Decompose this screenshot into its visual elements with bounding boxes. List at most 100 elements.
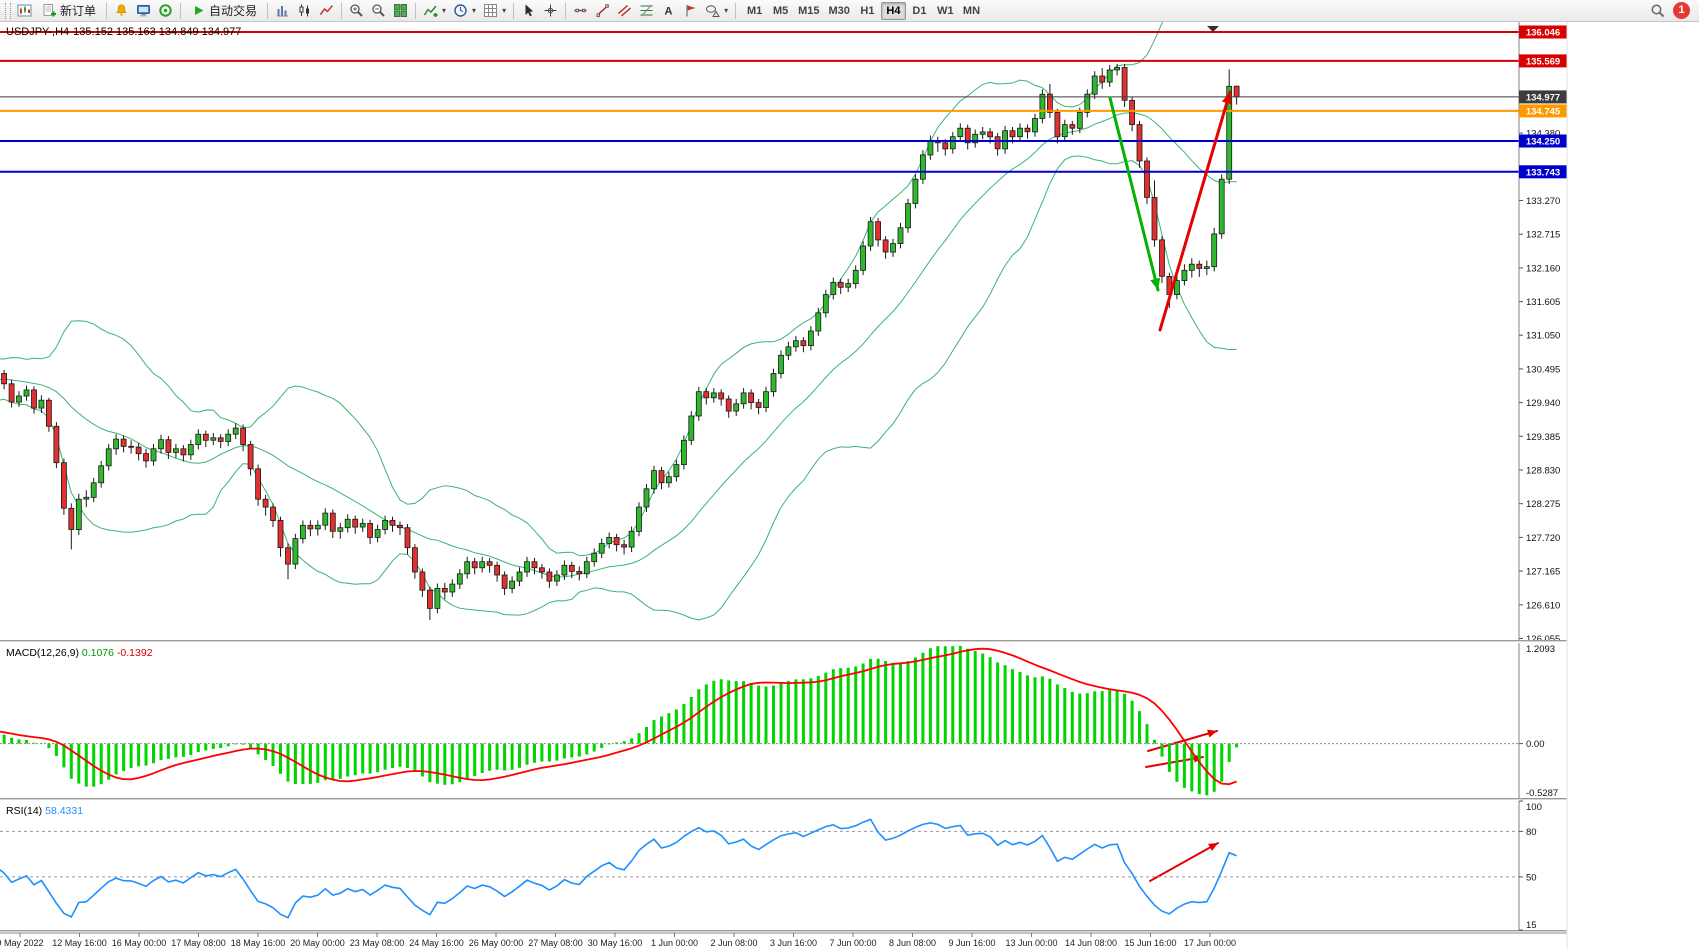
green-down-arrow[interactable] — [1108, 96, 1161, 292]
time-tick-label: 30 May 16:00 — [588, 938, 643, 948]
price-tick-label: 127.720 — [1526, 533, 1560, 544]
new-order-label: 新订单 — [60, 4, 97, 18]
chevron-down-icon: ▾ — [442, 6, 447, 15]
price-tick-label: 128.830 — [1526, 466, 1560, 477]
timeframe-button-h1[interactable]: H1 — [855, 2, 880, 20]
zoom-in-button[interactable] — [346, 1, 367, 20]
text-tool-button[interactable]: A — [658, 1, 679, 20]
alerts-button[interactable] — [111, 1, 132, 20]
rsi-tick-label: 100 — [1526, 802, 1542, 813]
new-chart-icon — [17, 4, 32, 17]
chevron-down-icon: ▾ — [502, 6, 507, 15]
toolbar-separator — [735, 2, 737, 19]
time-tick-label: 17 May 08:00 — [171, 938, 226, 948]
fibonacci-tool-button[interactable] — [636, 1, 657, 20]
time-tick-label: 7 Jun 00:00 — [829, 938, 876, 948]
indicators-button[interactable]: ▾ — [420, 1, 449, 20]
time-tick-label: 17 Jun 00:00 — [1184, 938, 1236, 948]
macd-axis-min: -0.5287 — [1526, 788, 1558, 799]
time-tick-label: 8 Jun 08:00 — [889, 938, 936, 948]
price-tag: 133.743 — [1519, 165, 1567, 179]
time-tick-label: 9 Jun 16:00 — [948, 938, 995, 948]
timeframe-button-m30[interactable]: M30 — [825, 2, 854, 20]
time-tick-label: 13 Jun 00:00 — [1005, 938, 1057, 948]
macd-signal-line — [0, 647, 1237, 786]
toolbar-grip[interactable] — [5, 2, 11, 19]
bar-chart-button[interactable] — [272, 1, 293, 20]
new-chart-button[interactable] — [14, 1, 35, 20]
price-tick-label: 126.055 — [1526, 634, 1560, 645]
timeframe-button-h4[interactable]: H4 — [880, 1, 906, 20]
auto-trading-button[interactable]: 自动交易 — [185, 1, 263, 20]
flag-icon — [686, 5, 696, 17]
timeframe-button-d1[interactable]: D1 — [907, 2, 932, 20]
trendline-tool-button[interactable] — [592, 1, 613, 20]
bollinger-bands — [0, 22, 1237, 621]
price-tag: 135.569 — [1519, 54, 1567, 67]
candlestick-button[interactable] — [294, 1, 315, 20]
time-tick-label: 20 May 00:00 — [290, 938, 345, 948]
macd-red-arrow-1[interactable] — [1147, 729, 1218, 752]
price-tick-label: 132.715 — [1526, 230, 1560, 241]
price-tick-label: 133.270 — [1526, 196, 1560, 207]
template-icon — [484, 4, 498, 17]
price-tag: 134.745 — [1519, 104, 1567, 117]
indicators-icon — [423, 5, 438, 17]
macd-axis-zero: 0.00 — [1526, 739, 1545, 750]
price-tick-label: 129.385 — [1526, 432, 1560, 443]
chart-title: USDJPY-,H4 135.152 135.163 134.849 134.97… — [6, 26, 245, 38]
notification-badge[interactable]: 1 — [1673, 2, 1690, 19]
panel-splitter[interactable] — [0, 798, 1567, 801]
crosshair-button[interactable] — [540, 1, 561, 20]
new-order-button[interactable]: 新订单 — [36, 1, 102, 20]
cursor-button[interactable] — [518, 1, 539, 20]
panel-splitter[interactable] — [0, 640, 1567, 643]
svg-text:134.250: 134.250 — [1526, 136, 1560, 147]
rsi-red-arrow[interactable] — [1149, 842, 1219, 882]
timeframe-group: M1 M5 M15 M30 H1 H4 D1 W1 MN — [742, 1, 984, 20]
rsi-line — [0, 818, 1237, 919]
community-button[interactable] — [155, 1, 176, 20]
zoom-out-button[interactable] — [368, 1, 389, 20]
timeframe-button-m1[interactable]: M1 — [742, 2, 767, 20]
label-tool-button[interactable] — [680, 1, 701, 20]
chevron-down-icon: ▾ — [724, 6, 729, 15]
svg-text:134.977: 134.977 — [1526, 92, 1560, 103]
rsi-value: 58.4331 — [45, 805, 84, 817]
panel-splitter[interactable] — [0, 930, 1567, 933]
toolbar-separator — [565, 2, 567, 19]
toolbar-separator — [341, 2, 343, 19]
bar-chart-icon — [277, 6, 289, 17]
timeframe-button-w1[interactable]: W1 — [933, 2, 958, 20]
crosshair-icon — [544, 4, 557, 17]
price-tick-label: 127.165 — [1526, 567, 1560, 578]
periods-button[interactable]: ▾ — [450, 1, 479, 20]
time-tick-label: 24 May 16:00 — [409, 938, 464, 948]
shapes-tool-button[interactable]: ▾ — [702, 1, 731, 20]
red-up-arrow[interactable] — [1158, 90, 1232, 332]
toolbar-separator — [106, 2, 108, 19]
timeframe-button-m15[interactable]: M15 — [794, 2, 823, 20]
play-icon — [195, 6, 204, 15]
market-watch-button[interactable] — [133, 1, 154, 20]
line-chart-button[interactable] — [316, 1, 337, 20]
new-order-icon — [43, 4, 56, 17]
channel-tool-button[interactable] — [614, 1, 635, 20]
macd-signal-value: -0.1392 — [116, 647, 153, 659]
macd-histogram — [2, 645, 1239, 796]
timeframe-button-m5[interactable]: M5 — [768, 2, 793, 20]
monitor-icon — [137, 5, 151, 17]
shapes-icon — [706, 5, 720, 17]
timeframe-button-mn[interactable]: MN — [959, 2, 984, 20]
svg-text:134.745: 134.745 — [1526, 106, 1561, 117]
hline-tool-button[interactable] — [570, 1, 591, 20]
tile-windows-button[interactable] — [390, 1, 411, 20]
search-button[interactable] — [1647, 1, 1668, 20]
price-tick-label: 131.050 — [1526, 331, 1560, 342]
time-tick-label: 23 May 08:00 — [350, 938, 405, 948]
macd-axis-max: 1.2093 — [1526, 644, 1555, 655]
templates-button[interactable]: ▾ — [480, 1, 509, 20]
auto-trading-label: 自动交易 — [209, 4, 258, 18]
